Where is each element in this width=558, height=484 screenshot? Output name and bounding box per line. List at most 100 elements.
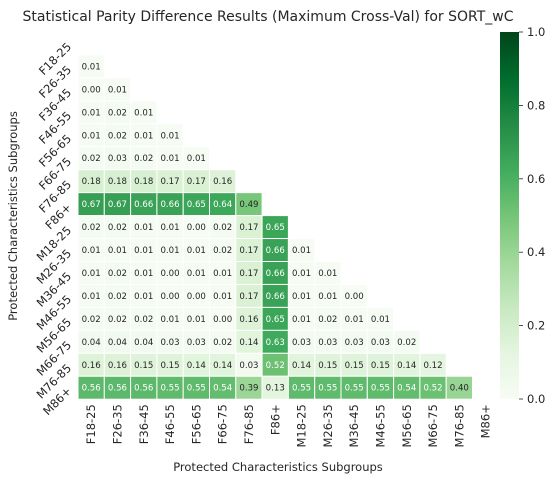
cell-value-label: 0.02 xyxy=(108,131,127,141)
cell-value-label: 0.01 xyxy=(213,292,232,302)
cell-value-label: 0.17 xyxy=(239,246,258,256)
cell-value-label: 0.55 xyxy=(160,384,179,394)
cell-value-label: 0.65 xyxy=(187,200,206,210)
cell-value-label: 0.02 xyxy=(318,315,337,325)
colorbar-tick-label: 0.2 xyxy=(527,319,545,333)
cell-value-label: 0.65 xyxy=(266,315,285,325)
cell-value-label: 0.02 xyxy=(108,315,127,325)
cell-value-label: 0.01 xyxy=(292,292,311,302)
cell-value-label: 0.18 xyxy=(134,177,153,187)
cell-value-label: 0.02 xyxy=(397,338,416,348)
cell-value-label: 0.02 xyxy=(108,292,127,302)
cell-value-label: 0.02 xyxy=(82,223,101,233)
cell-value-label: 0.15 xyxy=(134,361,153,371)
cell-value-label: 0.14 xyxy=(213,361,232,371)
cell-value-label: 0.03 xyxy=(345,338,364,348)
cell-value-label: 0.14 xyxy=(239,338,258,348)
cell-value-label: 0.00 xyxy=(345,292,364,302)
cell-value-label: 0.01 xyxy=(134,131,153,141)
cell-value-label: 0.01 xyxy=(108,85,127,95)
cell-value-label: 0.55 xyxy=(292,384,311,394)
cell-value-label: 0.14 xyxy=(292,361,311,371)
x-tick-label: F86+ xyxy=(268,404,282,435)
cell-value-label: 0.54 xyxy=(397,384,416,394)
cell-value-label: 0.02 xyxy=(82,315,101,325)
heatmap-cell xyxy=(445,375,474,400)
cell-value-label: 0.17 xyxy=(160,177,179,187)
cell-value-label: 0.01 xyxy=(108,246,127,256)
cell-value-label: 0.17 xyxy=(239,223,258,233)
cell-value-label: 0.01 xyxy=(134,269,153,279)
cell-value-label: 0.03 xyxy=(292,338,311,348)
cell-value-label: 0.01 xyxy=(160,154,179,164)
cell-value-label: 0.16 xyxy=(239,315,258,325)
cell-value-label: 0.66 xyxy=(266,292,285,302)
cell-value-label: 0.02 xyxy=(213,246,232,256)
cell-value-label: 0.63 xyxy=(266,338,285,348)
cell-value-label: 0.55 xyxy=(371,384,390,394)
cell-value-label: 0.15 xyxy=(371,361,390,371)
cell-value-label: 0.03 xyxy=(160,338,179,348)
chart-title: Statistical Parity Difference Results (M… xyxy=(23,9,514,25)
colorbar-tick-label: 1.0 xyxy=(527,25,545,39)
cell-value-label: 0.67 xyxy=(82,200,101,210)
x-tick-label: M86+ xyxy=(479,404,493,438)
cell-value-label: 0.01 xyxy=(82,246,101,256)
cell-value-label: 0.15 xyxy=(345,361,364,371)
cell-value-label: 0.01 xyxy=(187,269,206,279)
cell-value-label: 0.02 xyxy=(134,154,153,164)
colorbar-tick-label: 0.0 xyxy=(527,392,545,406)
cell-value-label: 0.01 xyxy=(134,223,153,233)
cell-value-label: 0.01 xyxy=(187,315,206,325)
cell-value-label: 0.65 xyxy=(266,223,285,233)
cell-value-label: 0.66 xyxy=(160,200,179,210)
cell-value-label: 0.16 xyxy=(108,361,127,371)
cell-value-label: 0.01 xyxy=(82,108,101,118)
cell-value-label: 0.66 xyxy=(266,246,285,256)
cell-value-label: 0.02 xyxy=(108,269,127,279)
cell-value-label: 0.01 xyxy=(82,62,101,72)
cell-value-label: 0.17 xyxy=(239,269,258,279)
cell-value-label: 0.55 xyxy=(345,384,364,394)
cell-value-label: 0.02 xyxy=(108,223,127,233)
cell-value-label: 0.01 xyxy=(292,246,311,256)
cell-value-label: 0.03 xyxy=(371,338,390,348)
cell-value-label: 0.56 xyxy=(82,384,101,394)
cell-value-label: 0.01 xyxy=(187,246,206,256)
cell-value-label: 0.01 xyxy=(292,315,311,325)
cell-value-label: 0.14 xyxy=(187,361,206,371)
x-tick-label: F56-65 xyxy=(189,404,203,444)
cell-value-label: 0.15 xyxy=(318,361,337,371)
cell-value-label: 0.01 xyxy=(292,269,311,279)
cell-value-label: 0.04 xyxy=(82,338,101,348)
y-tick-labels: F18-25F26-35F36-45F46-55F56-65F66-75F76-… xyxy=(34,40,75,418)
cell-value-label: 0.02 xyxy=(108,108,127,118)
cell-value-label: 0.03 xyxy=(318,338,337,348)
cell-value-label: 0.01 xyxy=(160,131,179,141)
cell-value-label: 0.01 xyxy=(82,131,101,141)
cell-value-label: 0.67 xyxy=(108,200,127,210)
cell-value-label: 0.13 xyxy=(266,384,285,394)
cell-value-label: 0.18 xyxy=(108,177,127,187)
cell-value-label: 0.02 xyxy=(213,223,232,233)
cell-value-label: 0.01 xyxy=(134,246,153,256)
x-tick-label: F66-75 xyxy=(216,404,230,444)
colorbar: 0.0 0.2 0.4 0.6 0.8 1.0 xyxy=(500,25,545,406)
cell-value-label: 0.52 xyxy=(423,384,442,394)
cell-value-label: 0.64 xyxy=(213,200,232,210)
x-tick-labels: F18-25 F26-35 F36-45 F46-55 F56-65 F66-75 F76-… xyxy=(84,404,493,447)
cell-value-label: 0.01 xyxy=(134,108,153,118)
x-tick-label: M46-55 xyxy=(373,404,387,447)
cell-value-label: 0.01 xyxy=(213,269,232,279)
cell-value-label: 0.01 xyxy=(318,269,337,279)
cell-value-label: 0.00 xyxy=(213,315,232,325)
colorbar-gradient xyxy=(500,32,519,399)
cell-value-label: 0.01 xyxy=(345,315,364,325)
x-tick-label: M18-25 xyxy=(295,404,309,447)
cell-value-label: 0.02 xyxy=(82,154,101,164)
cell-value-label: 0.00 xyxy=(187,223,206,233)
colorbar-tick-label: 0.8 xyxy=(527,98,545,112)
heatmap-cells: 0.01 0.00 0.01 0.01 0.02 0.01 0.01 0.02 0.01 0.01… xyxy=(77,54,474,400)
cell-value-label: 0.39 xyxy=(239,384,258,394)
